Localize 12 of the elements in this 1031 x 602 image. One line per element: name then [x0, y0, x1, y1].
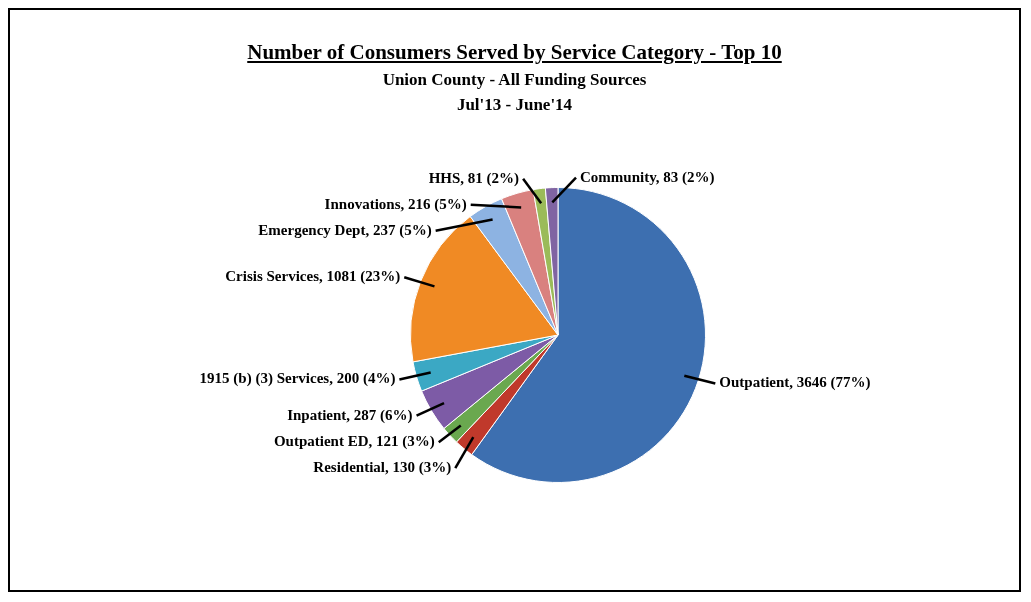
chart-subtitle: Union County - All Funding Sources Jul'13 - June'14: [381, 70, 648, 115]
slice-label: Community, 83 (2%): [580, 168, 715, 186]
slice-label: Outpatient ED, 121 (3%): [273, 433, 435, 451]
slice-label: Emergency Dept, 237 (5%): [258, 221, 432, 239]
chart-title: Number of Consumers Served by Service Category - Top 10: [246, 40, 783, 65]
slice-label: Outpatient, 3646 (77%): [719, 374, 871, 392]
slice-label: Crisis Services, 1081 (23%): [225, 268, 401, 286]
slice-label: Innovations, 216 (5%): [324, 195, 467, 213]
slice-label: Residential, 130 (3%): [313, 459, 452, 477]
slice-label: HHS, 81 (2%): [428, 169, 520, 187]
slice-label: 1915 (b) (3) Services, 200 (4%): [199, 370, 396, 388]
slice-label: Inpatient, 287 (6%): [287, 406, 413, 424]
